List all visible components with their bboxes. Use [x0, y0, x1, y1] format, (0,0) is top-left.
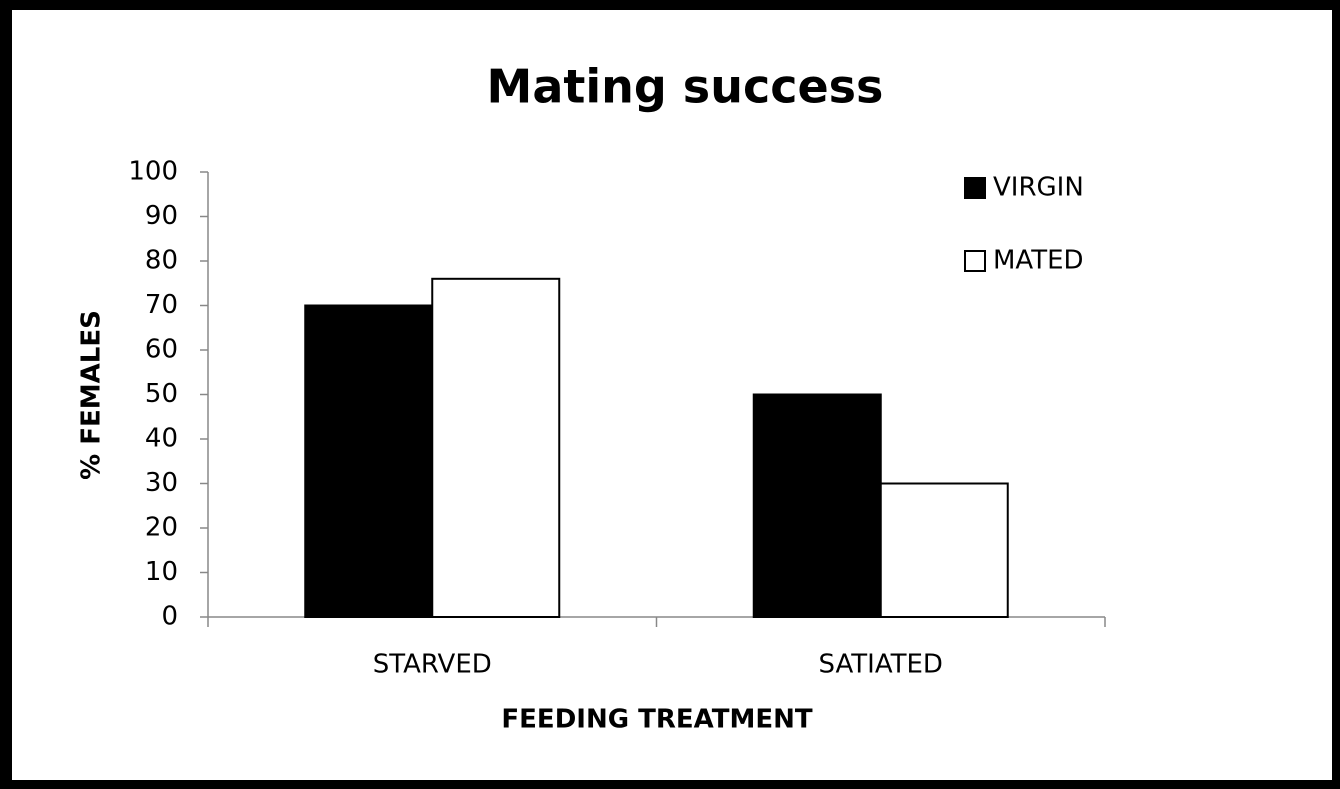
y-tick-label: 50 — [145, 379, 178, 409]
bar — [752, 393, 882, 618]
y-tick-label: 20 — [145, 513, 178, 543]
legend-label: MATED — [993, 246, 1084, 276]
chart-title: Mating success — [487, 60, 884, 114]
legend-swatch — [964, 177, 986, 199]
y-tick-label: 30 — [145, 468, 178, 498]
y-tick-label: 100 — [128, 157, 178, 187]
x-tick-label: SATIATED — [819, 650, 943, 680]
legend-label: VIRGIN — [993, 173, 1084, 203]
bar — [431, 277, 561, 618]
chart-background — [12, 10, 1332, 780]
y-tick-label: 10 — [145, 557, 178, 587]
y-tick-label: 70 — [145, 290, 178, 320]
y-tick-label: 90 — [145, 201, 178, 231]
y-tick-label: 40 — [145, 424, 178, 454]
y-tick-label: 80 — [145, 246, 178, 276]
x-tick-label: STARVED — [373, 650, 492, 680]
x-axis-title: FEEDING TREATMENT — [501, 705, 812, 735]
y-axis-title: % FEMALES — [77, 310, 107, 480]
bar — [304, 304, 434, 618]
y-tick-label: 60 — [145, 335, 178, 365]
legend-swatch — [964, 250, 986, 272]
bar — [879, 482, 1009, 618]
y-tick-label: 0 — [161, 602, 178, 632]
